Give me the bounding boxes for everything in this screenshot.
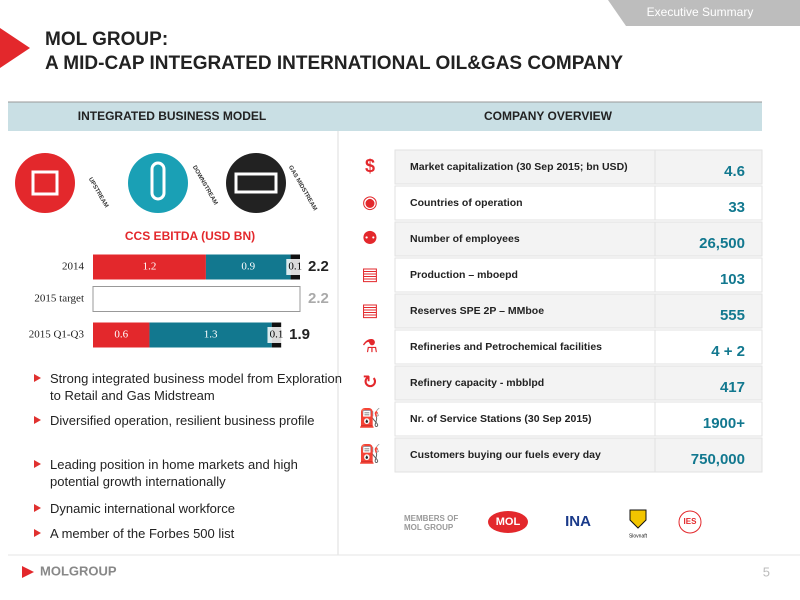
row-value: 26,500 xyxy=(699,235,745,252)
row-bg xyxy=(394,257,763,293)
row-icon: ▤ xyxy=(361,264,378,284)
decoration xyxy=(0,28,30,68)
title: A MID-CAP INTEGRATED INTERNATIONAL OIL&G… xyxy=(45,53,623,74)
bar-segment xyxy=(205,254,291,280)
logo: Slovnaft xyxy=(629,533,648,539)
row-value: 103 xyxy=(720,271,745,288)
target-bar xyxy=(92,286,301,312)
bar-segment xyxy=(93,322,150,348)
upstream-icon xyxy=(15,153,75,213)
label-bg xyxy=(286,259,305,275)
midstream-icon xyxy=(226,153,286,213)
logo: IES xyxy=(684,517,698,526)
bar-value-label: 1.3 xyxy=(204,329,218,341)
label-bg xyxy=(267,327,286,343)
title: MOL GROUP: xyxy=(45,29,168,50)
row-bg xyxy=(394,329,763,365)
bullet: Strong integrated business model from Ex… xyxy=(32,370,350,404)
icon-detail xyxy=(31,170,59,196)
row-bg xyxy=(394,149,763,185)
row-label: Production – mboepd xyxy=(410,269,518,281)
row-bg xyxy=(394,365,763,401)
logo: INA xyxy=(565,513,591,530)
overview-table: $ Market capitalization (30 Sep 2015; bn … xyxy=(359,149,763,473)
footer-mark xyxy=(22,566,34,578)
bullet: Leading position in home markets and hig… xyxy=(32,456,350,490)
bullet: A member of the Forbes 500 list xyxy=(32,525,350,542)
page-number: 5 xyxy=(763,564,770,579)
chart: 2014 1.2 0.9 0.1 2.2 2015 target 2.2 2015 Q1-Q3… xyxy=(29,254,329,348)
icon-detail xyxy=(234,172,278,194)
row-bg xyxy=(394,185,763,221)
logo-bg xyxy=(678,510,702,534)
category-label: 2014 xyxy=(62,261,85,273)
chart-title: CCS EBITDA (USD BN) xyxy=(125,229,255,243)
row-label: Refineries and Petrochemical facilities xyxy=(410,341,602,353)
section-heading: COMPANY OVERVIEW xyxy=(484,109,613,123)
row-icon: ⚗ xyxy=(362,336,378,356)
row-icon: ▤ xyxy=(361,300,378,320)
segment-label: UPSTREAM xyxy=(87,177,109,209)
segment-label: GAS MIDSTREAM xyxy=(287,165,318,212)
tab-label: Executive Summary xyxy=(647,5,754,19)
row-bg xyxy=(394,401,763,437)
row-label: Market capitalization (30 Sep 2015; bn U… xyxy=(410,161,628,173)
row-label: Nr. of Service Stations (30 Sep 2015) xyxy=(410,413,592,425)
bar-segment xyxy=(149,322,272,348)
section-heading: INTEGRATED BUSINESS MODEL xyxy=(78,109,266,123)
segment-label: DOWNSTREAM xyxy=(191,165,218,206)
logo-bg xyxy=(488,511,528,533)
total-label: 2.2 xyxy=(308,258,329,275)
bullet: Diversified operation, resilient busines… xyxy=(32,412,350,429)
row-value: 750,000 xyxy=(691,451,745,468)
members-label: MOL GROUP xyxy=(404,523,454,532)
row-icon: ◉ xyxy=(362,192,378,212)
members-label: MEMBERS OF xyxy=(404,514,458,523)
row-label: Reserves SPE 2P – MMboe xyxy=(410,305,544,317)
bar-value-label: 1.2 xyxy=(143,261,157,273)
section-band xyxy=(8,102,762,131)
logo-shield xyxy=(629,509,647,529)
downstream-icon xyxy=(128,153,188,213)
row-value: 33 xyxy=(728,199,745,216)
row-bg xyxy=(394,293,763,329)
row-value: 417 xyxy=(720,379,745,396)
row-icon: ⛽ xyxy=(359,443,381,464)
row-label: Customers buying our fuels every day xyxy=(410,449,601,461)
row-value: 1900+ xyxy=(703,415,745,432)
row-icon: $ xyxy=(365,156,375,176)
category-label: 2015 Q1-Q3 xyxy=(29,329,85,341)
row-icon: ⛽ xyxy=(359,407,381,428)
logo: MOL xyxy=(496,516,521,528)
row-label: Refinery capacity - mbblpd xyxy=(410,377,544,389)
icon-detail xyxy=(150,161,166,201)
bar-segment xyxy=(93,254,206,280)
total-label: 1.9 xyxy=(289,326,310,343)
row-icon: ↻ xyxy=(362,372,377,392)
row-icon: ⚉ xyxy=(362,228,378,248)
footer-brand: MOLGROUP xyxy=(40,563,117,578)
row-bg xyxy=(394,221,763,257)
row-value: 4.6 xyxy=(724,163,745,180)
bar-value-label: 0.9 xyxy=(241,261,255,273)
tab-shape xyxy=(608,0,800,26)
bar-value-label: 0.1 xyxy=(288,261,302,273)
bar-value-label: 0.1 xyxy=(270,329,284,341)
row-label: Number of employees xyxy=(410,233,520,245)
row-bg xyxy=(394,437,763,473)
bullet: Dynamic international workforce xyxy=(32,500,350,517)
total-label: 2.2 xyxy=(308,290,329,307)
row-label: Countries of operation xyxy=(410,197,523,209)
bar-value-label: 0.6 xyxy=(114,329,128,341)
row-value: 555 xyxy=(720,307,745,324)
category-label: 2015 target xyxy=(34,293,84,305)
row-value: 4 + 2 xyxy=(711,343,745,360)
